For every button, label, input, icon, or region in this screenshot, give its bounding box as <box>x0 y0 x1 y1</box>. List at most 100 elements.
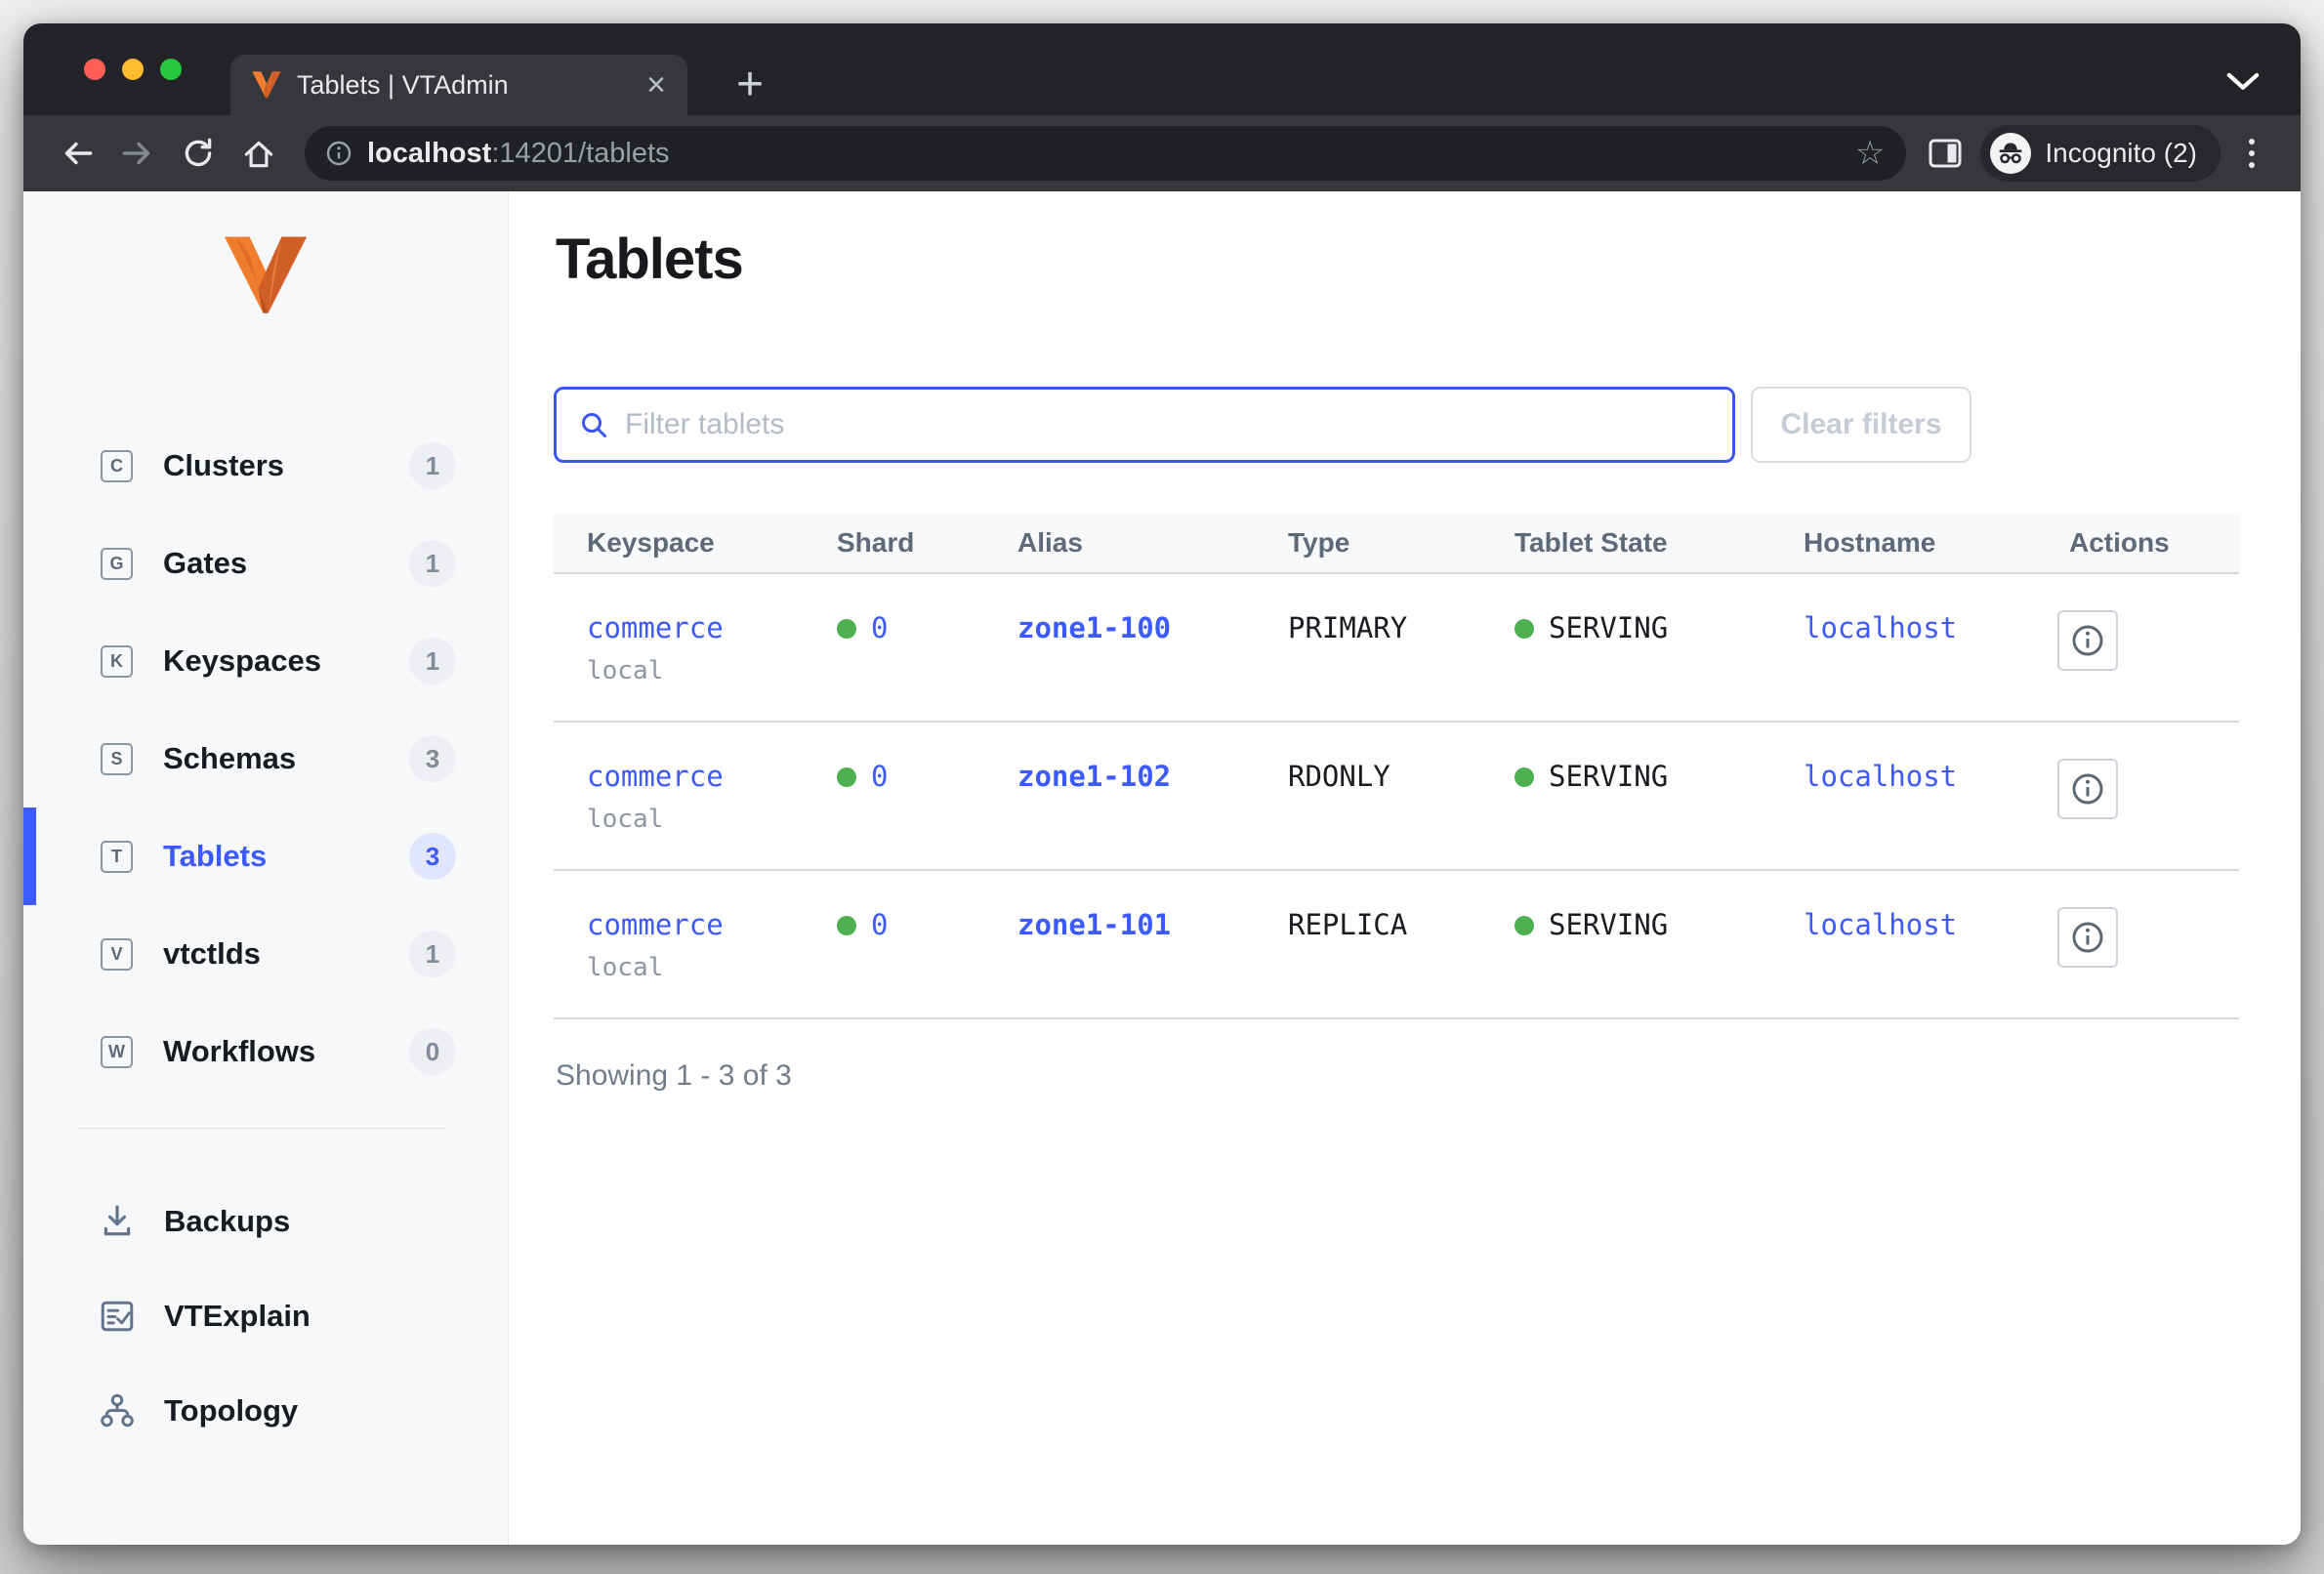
sidebar-item-topology[interactable]: Topology <box>23 1363 507 1458</box>
sidebar-divider <box>78 1128 446 1129</box>
pagination-summary: Showing 1 - 3 of 3 <box>556 1059 792 1092</box>
info-icon <box>2072 922 2103 953</box>
alias-link[interactable]: zone1-101 <box>1017 908 1172 941</box>
cluster-label: local <box>587 805 664 834</box>
topology-icon <box>98 1392 137 1429</box>
keyspaces-icon: K <box>101 644 133 678</box>
url-text: localhost:14201/tablets <box>367 138 670 170</box>
count-badge: 0 <box>409 1028 456 1075</box>
sidebar-item-vtexplain[interactable]: VTExplain <box>23 1268 507 1363</box>
main-panel: Tablets Clear filters Keyspace Shard Ali… <box>509 191 2301 1545</box>
info-icon <box>2072 625 2103 656</box>
tablet-state-cell: SERVING <box>1515 611 1668 644</box>
alias-link[interactable]: zone1-102 <box>1017 760 1172 793</box>
back-icon[interactable] <box>53 129 102 178</box>
tablets-table: Keyspace Shard Alias Type Tablet State H… <box>554 514 2239 1019</box>
clusters-icon: C <box>101 449 133 482</box>
filter-tablets-input[interactable] <box>625 408 1711 441</box>
column-header-tablet-state: Tablet State <box>1515 527 1668 558</box>
alias-cell: zone1-102 <box>1017 760 1171 793</box>
sidebar-item-label: Topology <box>164 1392 299 1428</box>
table-row: commerce local 0 zone1-101 REPLICA SERVI… <box>554 871 2239 1019</box>
browser-tab[interactable]: Tablets | VTAdmin × <box>230 55 687 115</box>
forward-icon[interactable] <box>113 129 162 178</box>
shard-link[interactable]: 0 <box>871 611 889 644</box>
sidebar-item-workflows[interactable]: W Workflows 0 <box>23 1003 507 1100</box>
serving-status-dot <box>1515 916 1534 935</box>
sidebar-item-label: Workflows <box>163 1034 316 1068</box>
sidebar-item-label: Keyspaces <box>163 643 322 678</box>
shard-status-dot <box>837 619 856 639</box>
sidebar-item-clusters[interactable]: C Clusters 1 <box>23 417 507 515</box>
bookmark-star-icon[interactable]: ☆ <box>1854 135 1886 172</box>
site-info-icon[interactable] <box>326 141 352 166</box>
backups-icon <box>98 1203 137 1240</box>
shard-link[interactable]: 0 <box>871 760 889 793</box>
browser-menu-icon[interactable] <box>2228 128 2275 179</box>
type-cell: PRIMARY <box>1288 611 1408 644</box>
browser-window: Tablets | VTAdmin × + localhost:14201/ta… <box>23 23 2301 1545</box>
keyspace-link[interactable]: commerce <box>587 908 724 941</box>
count-badge: 3 <box>409 735 456 782</box>
serving-status-dot <box>1515 619 1534 639</box>
sidebar-item-gates[interactable]: G Gates 1 <box>23 515 507 612</box>
tab-strip: Tablets | VTAdmin × + <box>23 23 2301 115</box>
alias-link[interactable]: zone1-100 <box>1017 611 1172 644</box>
hostname-link[interactable]: localhost <box>1804 611 1958 644</box>
count-badge: 1 <box>409 540 456 587</box>
shard-cell: 0 <box>837 760 888 793</box>
search-icon <box>582 413 606 437</box>
incognito-badge[interactable]: Incognito (2) <box>1980 125 2220 182</box>
sidebar-item-schemas[interactable]: S Schemas 3 <box>23 710 507 808</box>
address-bar[interactable]: localhost:14201/tablets ☆ <box>305 126 1907 181</box>
hostname-link[interactable]: localhost <box>1804 760 1958 793</box>
alias-cell: zone1-101 <box>1017 908 1171 941</box>
serving-status-dot <box>1515 767 1534 787</box>
sidebar-item-label: Schemas <box>163 741 297 775</box>
count-badge: 3 <box>409 833 456 880</box>
filter-input-wrapper <box>554 387 1735 463</box>
sidebar: C Clusters 1 G Gates 1 K Keyspaces 1 S S… <box>23 191 509 1545</box>
vitess-favicon <box>252 71 281 99</box>
info-icon <box>2072 773 2103 805</box>
sidebar-item-keyspaces[interactable]: K Keyspaces 1 <box>23 612 507 710</box>
incognito-label: Incognito (2) <box>2045 138 2197 168</box>
type-cell: REPLICA <box>1288 908 1408 941</box>
tablet-info-button[interactable] <box>2057 759 2118 819</box>
sidebar-item-vtctlds[interactable]: V vtctlds 1 <box>23 905 507 1003</box>
sidebar-nav: C Clusters 1 G Gates 1 K Keyspaces 1 S S… <box>23 417 507 1100</box>
tab-title: Tablets | VTAdmin <box>297 69 509 100</box>
hostname-link[interactable]: localhost <box>1804 908 1958 941</box>
reload-icon[interactable] <box>174 129 223 178</box>
fullscreen-window-button[interactable] <box>160 59 182 80</box>
count-badge: 1 <box>409 931 456 977</box>
shard-cell: 0 <box>837 611 888 644</box>
close-window-button[interactable] <box>84 59 105 80</box>
new-tab-button[interactable]: + <box>735 58 765 110</box>
keyspace-link[interactable]: commerce <box>587 611 724 644</box>
browser-toolbar: localhost:14201/tablets ☆ Incognito (2) <box>23 115 2301 191</box>
sidebar-item-tablets[interactable]: T Tablets 3 <box>23 808 507 905</box>
cluster-label: local <box>587 953 664 982</box>
cluster-label: local <box>587 656 664 685</box>
tab-close-icon[interactable]: × <box>646 66 666 104</box>
tab-search-chevron-icon[interactable] <box>2226 72 2260 97</box>
keyspace-link[interactable]: commerce <box>587 760 724 793</box>
sidebar-item-backups[interactable]: Backups <box>23 1174 507 1268</box>
tablet-info-button[interactable] <box>2057 610 2118 671</box>
clear-filters-button[interactable]: Clear filters <box>1751 387 1971 463</box>
shard-status-dot <box>837 916 856 935</box>
keyspace-cell: commerce local <box>587 760 724 834</box>
tablet-state-label: SERVING <box>1549 908 1669 941</box>
vtexplain-icon <box>98 1298 137 1335</box>
home-icon[interactable] <box>234 129 283 178</box>
sidebar-item-label: VTExplain <box>164 1298 311 1333</box>
minimize-window-button[interactable] <box>122 59 144 80</box>
column-header-keyspace: Keyspace <box>587 527 715 558</box>
page-title: Tablets <box>556 228 744 291</box>
gates-icon: G <box>101 547 133 580</box>
tablet-info-button[interactable] <box>2057 907 2118 968</box>
side-panel-icon[interactable] <box>1920 128 1971 179</box>
shard-link[interactable]: 0 <box>871 908 889 941</box>
hostname-cell: localhost <box>1804 611 1957 644</box>
